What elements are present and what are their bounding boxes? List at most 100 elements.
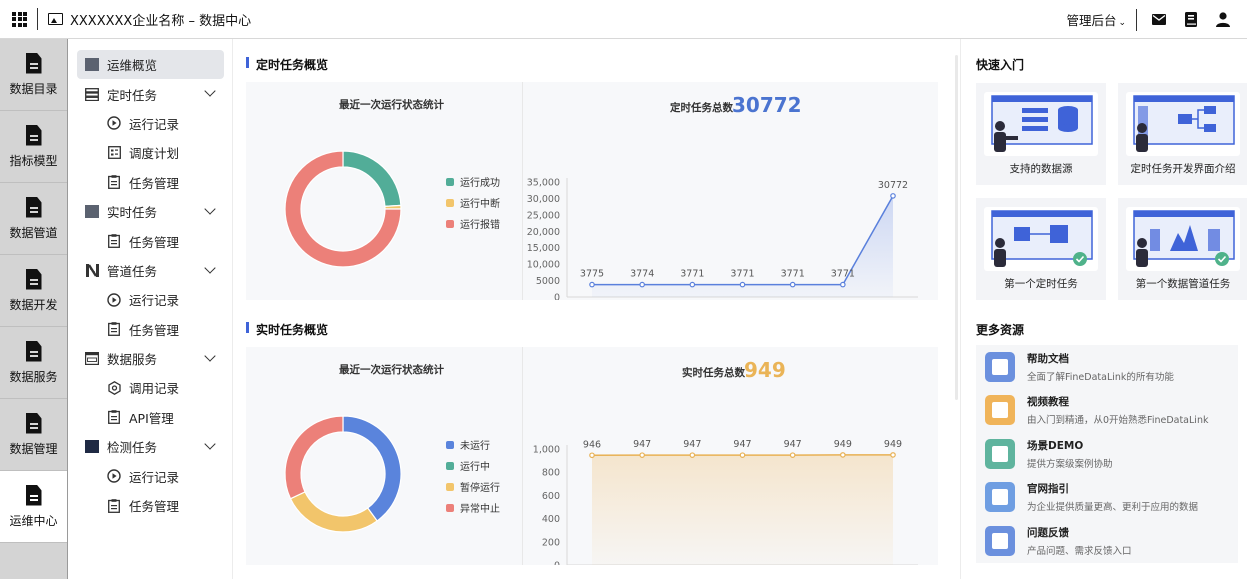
resource-name: 帮助文档 — [1027, 352, 1069, 365]
realtime-donut-chart — [284, 415, 402, 533]
resource-desc: 由入门到精通，从0开始熟悉FineDataLink — [1027, 415, 1209, 427]
resource-name: 视频教程 — [1027, 396, 1069, 409]
quick-card-label: 支持的数据源 — [1009, 163, 1073, 175]
nav-item-ops-overview[interactable]: 运维概览 — [77, 50, 224, 80]
clipboard-icon — [107, 498, 121, 513]
data-point — [689, 281, 696, 288]
scheduled-donut-chart — [284, 150, 402, 268]
nav-item-run-records[interactable]: 运行记录 — [69, 109, 232, 138]
nav-item-task-management[interactable]: 任务管理 — [69, 168, 232, 197]
y-tick-label: 400 — [542, 514, 560, 525]
quick-card-first-scheduled-task[interactable]: 第一个定时任务 — [976, 198, 1106, 300]
nav-item-call-records[interactable]: 调用记录 — [69, 373, 232, 402]
data-label: 3775 — [580, 269, 604, 280]
nav-item-label: 任务管理 — [129, 322, 180, 338]
legend-label: 运行报错 — [460, 220, 500, 231]
first-pipeline-task-illustration — [1126, 207, 1240, 271]
grid-demo-icon — [985, 438, 1015, 469]
chevron-down-icon — [204, 203, 216, 215]
donut-slice-2 — [284, 150, 402, 268]
document-icon — [25, 124, 42, 146]
rail-item-data-catalog[interactable]: 数据目录 — [0, 39, 67, 111]
video-icon — [985, 395, 1015, 426]
overview-icon — [85, 58, 99, 72]
nav-item-pipeline-tasks[interactable]: 管道任务 — [69, 256, 232, 285]
nav-item-task-management[interactable]: 任务管理 — [69, 226, 232, 255]
panel-divider — [522, 347, 523, 565]
nav-item-task-management[interactable]: 任务管理 — [69, 491, 232, 520]
admin-menu-label: 管理后台 — [1066, 13, 1117, 28]
quick-card-scheduled-dev-intro[interactable]: 定时任务开发界面介绍 — [1118, 83, 1247, 185]
nav-item-label: 运行记录 — [129, 293, 180, 309]
resource-help-docs[interactable]: 帮助文档 全面了解FineDataLink的所有功能 — [976, 345, 1238, 389]
data-point — [589, 452, 595, 459]
legend-label: 运行成功 — [460, 178, 500, 189]
nav-item-api-management[interactable]: API管理 — [69, 403, 232, 432]
realtime-total-value: 949 — [744, 358, 786, 382]
scheduled-legend: 运行成功 运行中断 运行报错 — [446, 171, 500, 234]
legend-swatch — [446, 482, 454, 491]
resource-text: 问题反馈 产品问题、需求反馈入口 — [1027, 525, 1132, 557]
document-icon — [25, 52, 42, 74]
legend-item-not-run: 未运行 — [446, 434, 500, 455]
panel-divider — [522, 82, 523, 300]
play-circle-icon — [107, 116, 121, 131]
nav-item-task-management[interactable]: 任务管理 — [69, 315, 232, 344]
legend-label: 异常中止 — [460, 504, 500, 515]
donut-slice-0 — [342, 415, 402, 522]
resource-feedback[interactable]: 问题反馈 产品问题、需求反馈入口 — [976, 519, 1238, 563]
user-icon[interactable] — [1215, 12, 1231, 28]
resource-website-guide[interactable]: 官网指引 为企业提供质量更高、更利于应用的数据 — [976, 476, 1238, 520]
nav-item-run-records[interactable]: 运行记录 — [69, 461, 232, 490]
document-icon — [25, 196, 42, 218]
data-label: 949 — [834, 439, 852, 450]
legend-label: 运行中 — [460, 462, 490, 473]
play-circle-icon — [107, 293, 121, 307]
nav-item-realtime-tasks[interactable]: 实时任务 — [69, 197, 232, 226]
scheduled-donut-title: 最近一次运行状态统计 — [339, 99, 444, 111]
resource-desc: 提供方案级案例协助 — [1027, 458, 1113, 470]
quick-card-label: 第一个数据管道任务 — [1135, 278, 1231, 290]
main-scrollbar[interactable] — [955, 55, 958, 400]
rail-item-ops-center[interactable]: 运维中心 — [0, 471, 67, 543]
app-grid-icon[interactable] — [12, 11, 27, 27]
rail-item-data-development[interactable]: 数据开发 — [0, 255, 67, 327]
legend-label: 暂停运行 — [460, 483, 500, 494]
chevron-down-icon — [204, 350, 216, 362]
y-tick-label: 10,000 — [527, 260, 560, 271]
nav-item-label: 任务管理 — [129, 234, 180, 250]
nav-item-label: 运行记录 — [129, 469, 180, 485]
nav-item-data-service[interactable]: 数据服务 — [69, 344, 232, 373]
chevron-down-icon — [204, 85, 216, 98]
legend-item-paused: 暂停运行 — [446, 476, 500, 497]
rail-item-data-management[interactable]: 数据管理 — [0, 399, 67, 471]
resource-name: 官网指引 — [1027, 483, 1069, 496]
resource-scene-demo[interactable]: 场景DEMO 提供方案级案例协助 — [976, 432, 1238, 476]
nav-item-label: 管道任务 — [107, 263, 158, 279]
resources-list: 帮助文档 全面了解FineDataLink的所有功能 视频教程 由入门到精通，从… — [976, 345, 1238, 563]
rail-item-data-pipeline[interactable]: 数据管道 — [0, 183, 67, 255]
y-tick-label: 5000 — [536, 276, 560, 287]
nav-item-run-records[interactable]: 运行记录 — [69, 285, 232, 314]
chevron-down-icon — [204, 438, 216, 450]
resource-video-tutorials[interactable]: 视频教程 由入门到精通，从0开始熟悉FineDataLink — [976, 389, 1238, 433]
nav-item-label: 运维概览 — [107, 58, 158, 74]
y-tick-label: 800 — [542, 468, 560, 479]
y-tick-label: 30,000 — [527, 194, 560, 205]
quick-card-first-pipeline-task[interactable]: 第一个数据管道任务 — [1118, 198, 1247, 300]
book-icon[interactable] — [1183, 12, 1199, 28]
nav-item-scheduled-tasks[interactable]: 定时任务 — [69, 79, 232, 108]
y-tick-label: 600 — [542, 491, 560, 502]
admin-menu[interactable]: 管理后台 ⌄ — [1066, 10, 1126, 29]
mail-icon[interactable] — [1151, 12, 1167, 28]
clipboard-icon — [107, 234, 121, 248]
data-point — [639, 281, 645, 288]
nav-item-label: API管理 — [129, 410, 174, 426]
rail-item-data-service[interactable]: 数据服务 — [0, 327, 67, 399]
rail-item-label: 数据目录 — [9, 81, 58, 96]
nav-item-detection-tasks[interactable]: 检测任务 — [69, 432, 232, 461]
quick-card-data-sources[interactable]: 支持的数据源 — [976, 83, 1106, 185]
rail-item-metric-model[interactable]: 指标模型 — [0, 111, 67, 183]
nav-item-schedule-plan[interactable]: 调度计划 — [69, 138, 232, 167]
top-bar: XXXXXXX企业名称 – 数据中心 管理后台 ⌄ — [0, 0, 1247, 39]
